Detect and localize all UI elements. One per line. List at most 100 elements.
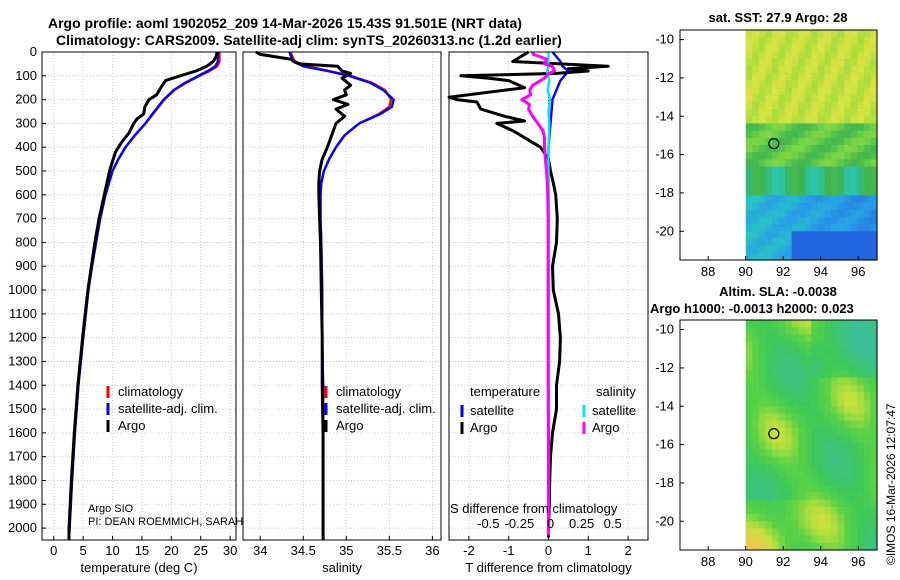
- map-cell: [785, 391, 793, 400]
- map-cell: [824, 456, 832, 465]
- map-cell: [771, 173, 780, 182]
- map-cell: [824, 245, 832, 254]
- salinity-profile-panel: [242, 50, 442, 541]
- map-cell: [778, 399, 786, 407]
- map-cell: [824, 442, 832, 450]
- map-cell: [765, 506, 773, 515]
- map-cell: [831, 130, 839, 139]
- map-cell: [771, 58, 780, 67]
- map-cell: [844, 348, 852, 357]
- map-cell: [811, 180, 819, 189]
- map-cell: [752, 435, 760, 443]
- map-cell: [785, 44, 793, 53]
- map-cell: [870, 224, 878, 232]
- map-cell: [765, 166, 773, 175]
- map-cell: [831, 44, 839, 53]
- map-cell: [870, 413, 878, 422]
- map-cell: [778, 87, 786, 96]
- map-cell: [745, 238, 753, 247]
- map-cell: [785, 202, 793, 211]
- y-tick-label: 0: [30, 44, 37, 59]
- map-cell: [811, 137, 819, 146]
- map-cell: [758, 101, 766, 110]
- map-cell: [791, 30, 799, 38]
- map-cell: [752, 521, 760, 530]
- map-cell: [765, 51, 773, 60]
- map-cell: [771, 377, 780, 386]
- map-cell: [758, 166, 766, 175]
- map-cell: [785, 363, 793, 371]
- map-cell: [745, 94, 753, 103]
- map-cell: [824, 320, 832, 328]
- map-cell: [837, 442, 845, 450]
- map-cell: [752, 348, 760, 357]
- map-cell: [752, 80, 760, 89]
- map-cell: [798, 514, 806, 522]
- map-cell: [857, 463, 865, 472]
- map-cell: [771, 137, 780, 146]
- map-cell: [765, 123, 773, 132]
- map-cell: [863, 463, 872, 472]
- map-cell: [752, 37, 760, 45]
- y-tick-label: 700: [15, 211, 37, 226]
- map-cell: [863, 492, 872, 501]
- map-cell: [831, 238, 839, 247]
- map-cell: [804, 470, 812, 479]
- map-cell: [850, 195, 858, 204]
- map-cell: [745, 348, 753, 357]
- figure-title-line1: Argo profile: aoml 1902052_209 14-Mar-20…: [48, 15, 522, 31]
- map-cell: [745, 506, 753, 515]
- map-cell: [824, 399, 832, 407]
- map-cell: [850, 173, 858, 182]
- map-cell: [870, 327, 878, 335]
- map-cell: [870, 435, 878, 443]
- map-cell: [804, 80, 812, 89]
- map-cell: [804, 238, 812, 247]
- map-cell: [824, 44, 832, 53]
- map-cell: [837, 370, 845, 379]
- map-cell: [824, 30, 832, 38]
- map-cell: [785, 384, 793, 393]
- map-cell: [831, 370, 839, 379]
- map-cell: [870, 130, 878, 139]
- map-cell: [778, 44, 786, 53]
- map-cell: [785, 492, 793, 501]
- figure-title-line2: Climatology: CARS2009. Satellite-adj cli…: [56, 32, 562, 48]
- map-cell: [758, 535, 766, 544]
- map-cell: [791, 478, 799, 486]
- map-cell: [771, 506, 780, 515]
- map-cell: [745, 166, 753, 175]
- map-cell: [771, 535, 780, 544]
- map-cell: [785, 334, 793, 343]
- map-cell: [752, 173, 760, 182]
- map-cell: [857, 188, 865, 196]
- map-cell: [863, 435, 872, 443]
- map-cell: [791, 245, 799, 254]
- map-cell: [752, 456, 760, 465]
- map-cell: [850, 137, 858, 146]
- map-cell: [752, 116, 760, 125]
- map-cell: [857, 399, 865, 407]
- map-cell: [837, 485, 845, 494]
- map-cell: [804, 355, 812, 364]
- map-cell: [857, 406, 865, 415]
- map-cell: [804, 485, 812, 494]
- map-cell: [785, 252, 793, 261]
- map-cell: [752, 145, 760, 153]
- map-cell: [850, 166, 858, 175]
- map-cell: [870, 44, 878, 53]
- map-cell: [778, 173, 786, 182]
- map-cell: [857, 435, 865, 443]
- y-tick-label: -12: [655, 360, 674, 375]
- legend-entry: satellite-adj. clim.: [336, 401, 436, 416]
- map-cell: [817, 420, 826, 429]
- map-cell: [804, 44, 812, 53]
- map-cell: [798, 391, 806, 400]
- map-cell: [817, 363, 826, 371]
- map-cell: [817, 427, 826, 436]
- map-cell: [844, 355, 852, 364]
- map-cell: [798, 116, 806, 125]
- map-cell: [785, 427, 793, 436]
- map-cell: [798, 427, 806, 436]
- map-cell: [752, 231, 760, 240]
